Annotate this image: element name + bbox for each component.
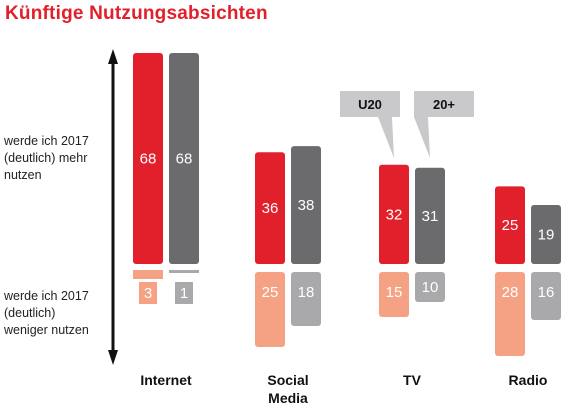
bar-value-label: 10 [422,279,439,296]
more-usage-label: werde ich 2017 (deutlich) mehr nutzen [4,133,114,184]
more-usage-label-line: nutzen [4,168,42,182]
callout-pointer [414,117,430,158]
category-label: Radio [509,372,548,388]
bar-more-u20 [255,152,285,264]
bar-more-20plus [169,53,199,264]
axis-arrow-down-head [108,350,118,365]
bar-more-20plus [291,146,321,264]
less-usage-label: werde ich 2017 (deutlich) weniger nutzen [4,288,114,339]
bar-value-label: 16 [538,284,555,301]
bar-value-label: 1 [180,285,188,302]
bar-less-u20 [133,270,163,279]
bar-less-u20 [255,272,285,347]
bar-value-label: 31 [422,208,439,225]
bar-value-label: 28 [502,284,519,301]
bar-value-label: 68 [140,151,157,168]
bar-value-label: 36 [262,200,279,217]
bar-less-20plus [291,272,321,326]
callout-box [340,91,400,117]
more-usage-label-line: (deutlich) mehr [4,151,88,165]
axis-arrow-up-head [108,49,118,64]
chart-title: Künftige Nutzungsabsichten [5,3,268,24]
bar-less-20plus [531,272,561,320]
less-usage-label-line: werde ich 2017 [4,289,89,303]
callout-u20: U20 [340,91,400,158]
bar-more-20plus [531,205,561,264]
bar-less-20plus [415,272,445,302]
less-usage-label-line: weniger nutzen [4,323,89,337]
bar-value-label: 25 [502,217,519,234]
bar-less-20plus [169,270,199,273]
bar-value-label: 38 [298,197,315,214]
category-label: Social [267,372,308,388]
callout-box [414,91,474,117]
bar-value-label: 3 [144,285,152,302]
bar-value-label: 32 [386,206,403,223]
bar-less-u20 [379,272,409,317]
category-label: Internet [140,372,192,388]
category-label: TV [403,372,422,388]
bar-more-u20 [133,53,163,264]
bar-more-u20 [379,164,409,264]
bar-value-label: 15 [386,284,403,301]
bar-value-box [139,282,157,304]
bar-less-u20 [495,272,525,356]
bar-value-label: 18 [298,284,315,301]
less-usage-label-line: (deutlich) [4,306,56,320]
more-usage-label-line: werde ich 2017 [4,134,89,148]
bar-value-label: 25 [262,284,279,301]
callout-20plus: 20+ [414,91,474,158]
category-label: Media [268,390,308,406]
bar-value-label: 19 [538,227,555,244]
callout-label: 20+ [433,97,455,112]
callout-label: U20 [358,97,382,112]
bar-value-label: 68 [176,151,193,168]
bar-value-box [175,282,193,304]
bar-more-20plus [415,167,445,264]
callout-pointer [378,117,394,158]
bar-more-u20 [495,186,525,264]
